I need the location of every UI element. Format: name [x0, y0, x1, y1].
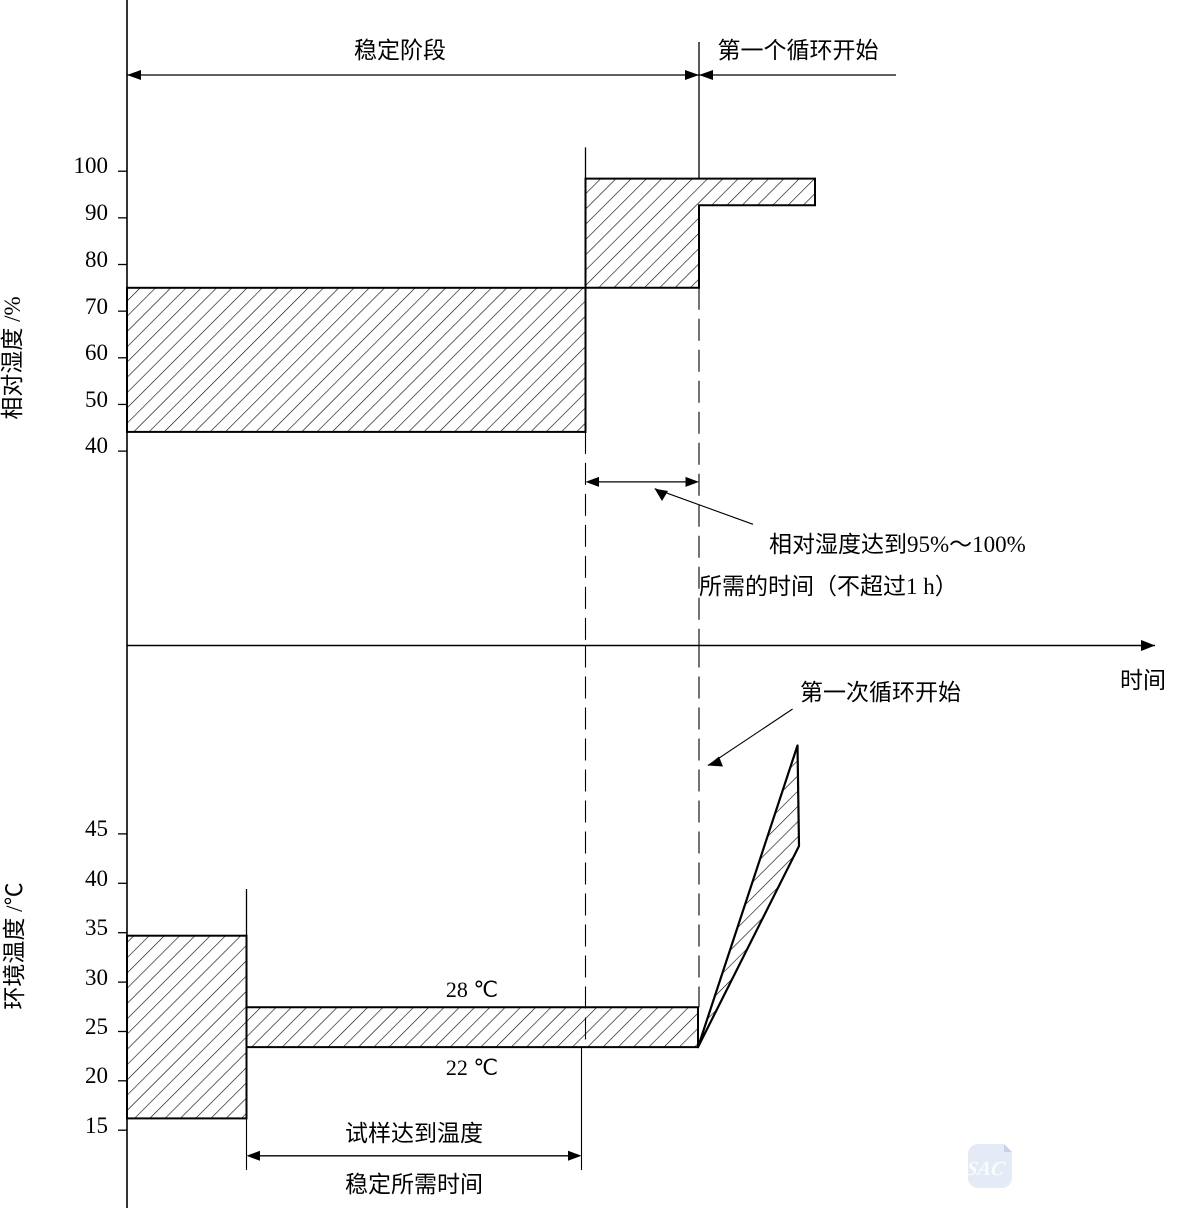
svg-text:28 ℃: 28 ℃	[446, 977, 498, 1002]
svg-text:50: 50	[85, 387, 108, 412]
svg-text:试样达到温度: 试样达到温度	[345, 1121, 483, 1146]
svg-text:15: 15	[85, 1113, 108, 1138]
svg-text:稳定所需时间: 稳定所需时间	[345, 1172, 483, 1197]
svg-text:30: 30	[85, 965, 108, 990]
svg-text:第一个循环开始: 第一个循环开始	[718, 38, 879, 63]
svg-text:80: 80	[85, 247, 108, 272]
svg-text:所需的时间（不超过1 h）: 所需的时间（不超过1 h）	[699, 574, 958, 599]
svg-text:22 ℃: 22 ℃	[446, 1055, 498, 1080]
svg-text:45: 45	[85, 816, 108, 841]
svg-text:40: 40	[85, 433, 108, 458]
svg-text:70: 70	[85, 294, 108, 319]
svg-text:相对湿度 /%: 相对湿度 /%	[0, 296, 25, 419]
svg-text:SAC: SAC	[965, 1158, 1007, 1180]
svg-text:时间: 时间	[1120, 668, 1166, 693]
svg-text:第一次循环开始: 第一次循环开始	[800, 680, 961, 705]
svg-text:90: 90	[85, 200, 108, 225]
svg-text:40: 40	[85, 866, 108, 891]
svg-text:35: 35	[85, 915, 108, 940]
svg-text:60: 60	[85, 340, 108, 365]
svg-text:环境温度 /℃: 环境温度 /℃	[2, 882, 27, 1009]
svg-text:相对湿度达到95%～100%: 相对湿度达到95%～100%	[769, 532, 1026, 557]
svg-text:稳定阶段: 稳定阶段	[354, 38, 446, 63]
svg-text:100: 100	[74, 153, 109, 178]
svg-text:20: 20	[85, 1063, 108, 1088]
svg-text:25: 25	[85, 1014, 108, 1039]
